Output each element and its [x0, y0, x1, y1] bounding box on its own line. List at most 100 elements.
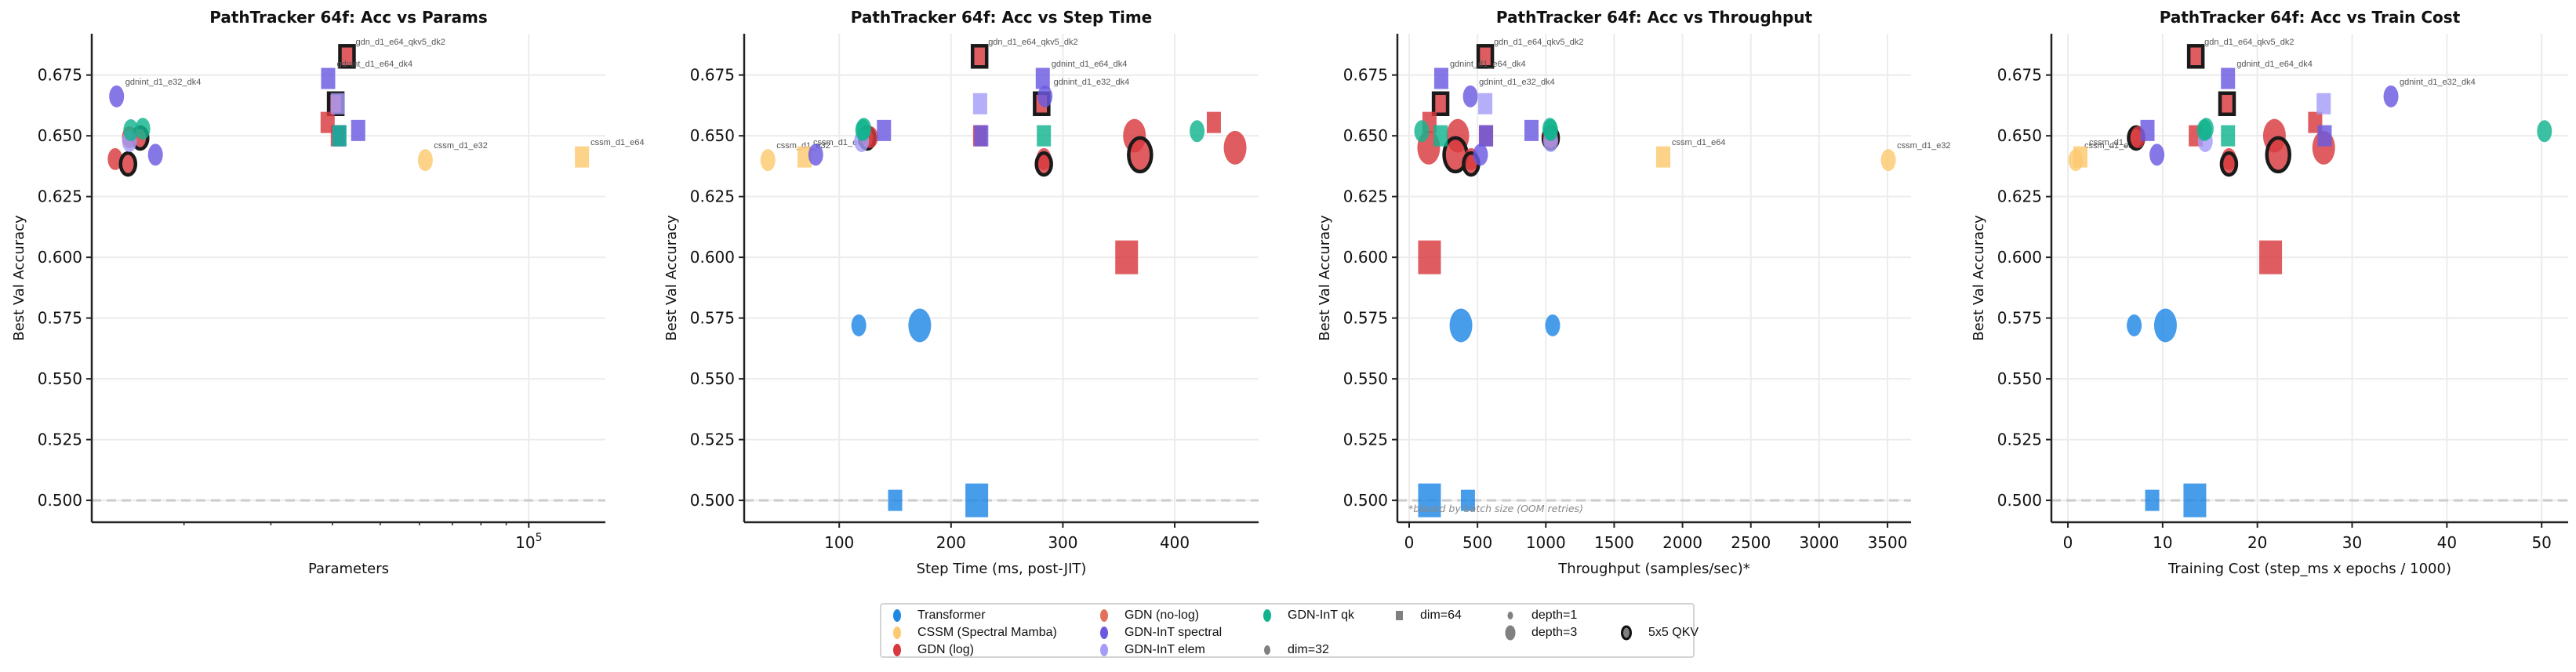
- x-tick-label: 0: [2063, 533, 2073, 552]
- y-tick-label: 0.550: [1997, 369, 2042, 388]
- data-point-square: [330, 93, 345, 114]
- chart-panel-3: cssm_d1_e32 cssm_d1_e64 gdn_d1_e64_qkv5_dk…: [1317, 8, 1951, 577]
- point-annotation: gdnint_d1_e32_dk4: [1054, 78, 1130, 87]
- data-point-square: [1460, 489, 1475, 511]
- point-annotation: gdn_d1_e64_qkv5_dk2: [1494, 38, 1583, 47]
- data-point-square: [1418, 483, 1441, 518]
- legend-item-gdn-nolog: GDN (no-log): [1099, 608, 1199, 623]
- point-annotation: gdnint_d1_e64_dk4: [1450, 60, 1526, 69]
- y-tick-label: 0.650: [1343, 126, 1388, 145]
- legend-item-gdnint-elem: GDN-InT elem: [1099, 642, 1205, 658]
- x-axis-label: Step Time (ms, post-JIT): [917, 561, 1087, 577]
- data-point-square: [338, 44, 356, 69]
- y-tick-label: 0.500: [690, 491, 735, 510]
- y-tick-label: 0.500: [1997, 491, 2042, 510]
- x-tick-label: 105: [515, 532, 542, 552]
- data-point-circle: [1880, 149, 1896, 172]
- data-point-square: [965, 483, 989, 518]
- data-point-square: [1115, 240, 1139, 274]
- x-tick-base: 10: [515, 533, 535, 552]
- point-annotation: gdn_d1_e64_qkv5_dk2: [988, 38, 1077, 47]
- legend-label: GDN (no-log): [1125, 608, 1200, 622]
- data-point-circle: [1462, 85, 1478, 107]
- y-axis-label: Best Val Accuracy: [663, 215, 680, 341]
- chart-title: PathTracker 64f: Acc vs Train Cost: [2160, 8, 2461, 27]
- data-point-circle: [147, 143, 163, 166]
- y-tick-label: 0.550: [690, 369, 735, 388]
- legend-item-depth3: depth=3: [1505, 625, 1577, 641]
- y-tick-label: 0.575: [690, 309, 735, 328]
- dim32-legend-marker-icon: [1264, 645, 1270, 655]
- legend-item-cssm: CSSM (Spectral Mamba): [892, 625, 1057, 641]
- legend-item-gdn-log: GDN (log): [892, 642, 974, 658]
- data-point-circle: [2153, 308, 2177, 343]
- chart-title: PathTracker 64f: Acc vs Step Time: [851, 8, 1153, 27]
- transformer-legend-marker-icon: [893, 609, 901, 622]
- y-tick-label: 0.675: [38, 66, 82, 85]
- x-tick-label: 200: [936, 533, 966, 552]
- data-point-circle: [1449, 308, 1473, 343]
- data-point-square: [1478, 93, 1493, 114]
- y-tick-label: 0.575: [1343, 309, 1388, 328]
- data-point-square: [877, 119, 892, 141]
- point-annotation: gdnint_d1_e32_dk4: [2400, 78, 2476, 87]
- data-point-square: [2140, 119, 2155, 141]
- y-tick-label: 0.625: [1343, 187, 1388, 206]
- x-tick-exponent: 5: [536, 532, 543, 544]
- y-tick-label: 0.525: [690, 430, 735, 449]
- gdn-nolog-legend-marker-icon: [1100, 609, 1108, 622]
- data-point-circle: [855, 119, 870, 142]
- y-tick-label: 0.525: [1343, 430, 1388, 449]
- data-point-circle: [2149, 143, 2165, 166]
- data-point-circle: [109, 85, 125, 107]
- y-tick-label: 0.575: [1997, 309, 2042, 328]
- data-point-square: [2259, 240, 2283, 274]
- data-point-circle: [908, 308, 932, 343]
- legend-label: depth=3: [1531, 626, 1578, 639]
- data-point-square: [351, 119, 365, 141]
- chart-title: PathTracker 64f: Acc vs Throughput: [1496, 8, 1813, 27]
- data-point-square: [974, 125, 989, 147]
- gdnint-qk-legend-marker-icon: [1263, 609, 1271, 622]
- data-point-circle: [2537, 120, 2552, 143]
- x-tick-label: 40: [2437, 533, 2457, 552]
- point-annotation: gdnint_d1_e32_dk4: [125, 78, 202, 87]
- data-point-circle: [1542, 119, 1558, 142]
- chart-title: PathTracker 64f: Acc vs Params: [209, 8, 488, 27]
- data-point-square: [332, 125, 347, 147]
- y-tick-label: 0.600: [1997, 248, 2042, 267]
- point-annotation: cssm_d1_e32: [1897, 141, 1951, 151]
- legend-label: GDN-InT spectral: [1125, 626, 1223, 639]
- data-point-square: [2218, 91, 2236, 117]
- chart-panel-2: cssm_d1_e32cssm_d1_e64gdn_d1_e64_qkv5_dk…: [663, 8, 1259, 577]
- data-point-circle: [2383, 85, 2399, 107]
- data-point-circle: [2196, 119, 2212, 142]
- x-axis-label: Parameters: [308, 561, 389, 577]
- x-tick-label: 1500: [1594, 533, 1634, 552]
- gdn-log-legend-marker-icon: [893, 644, 901, 656]
- legend-label: 5x5 QKV: [1648, 626, 1699, 639]
- y-tick-label: 0.575: [38, 309, 82, 328]
- depth3-legend-marker-icon: [1505, 625, 1516, 641]
- x-tick-label: 50: [2531, 533, 2551, 552]
- legend-item-dim64: dim=64: [1395, 608, 1462, 623]
- legend-item-qkv5: 5x5 QKV: [1620, 625, 1699, 641]
- data-point-square: [970, 44, 989, 69]
- legend-item-dim32: dim=32: [1263, 642, 1329, 658]
- y-tick-label: 0.650: [690, 126, 735, 145]
- point-annotation: gdn_d1_e64_qkv5_dk2: [2204, 38, 2294, 47]
- y-tick-label: 0.600: [38, 248, 82, 267]
- chart-panel-1: cssm_d1_e32 cssm_d1_e64 gdn_d1_e64_qkv5_dk…: [11, 8, 645, 577]
- data-point-square: [2186, 44, 2205, 69]
- legend-label: CSSM (Spectral Mamba): [917, 626, 1057, 639]
- data-point-circle: [118, 151, 138, 177]
- legend-label: dim=32: [1288, 643, 1329, 656]
- y-tick-label: 0.675: [1343, 66, 1388, 85]
- x-tick-label: 500: [1462, 533, 1492, 552]
- y-tick-label: 0.550: [1343, 369, 1388, 388]
- y-tick-label: 0.550: [38, 369, 82, 388]
- x-tick-label: 300: [1048, 533, 1077, 552]
- legend-label: GDN (log): [917, 643, 975, 656]
- data-point-circle: [1545, 314, 1560, 336]
- x-tick-label: 3500: [1868, 533, 1908, 552]
